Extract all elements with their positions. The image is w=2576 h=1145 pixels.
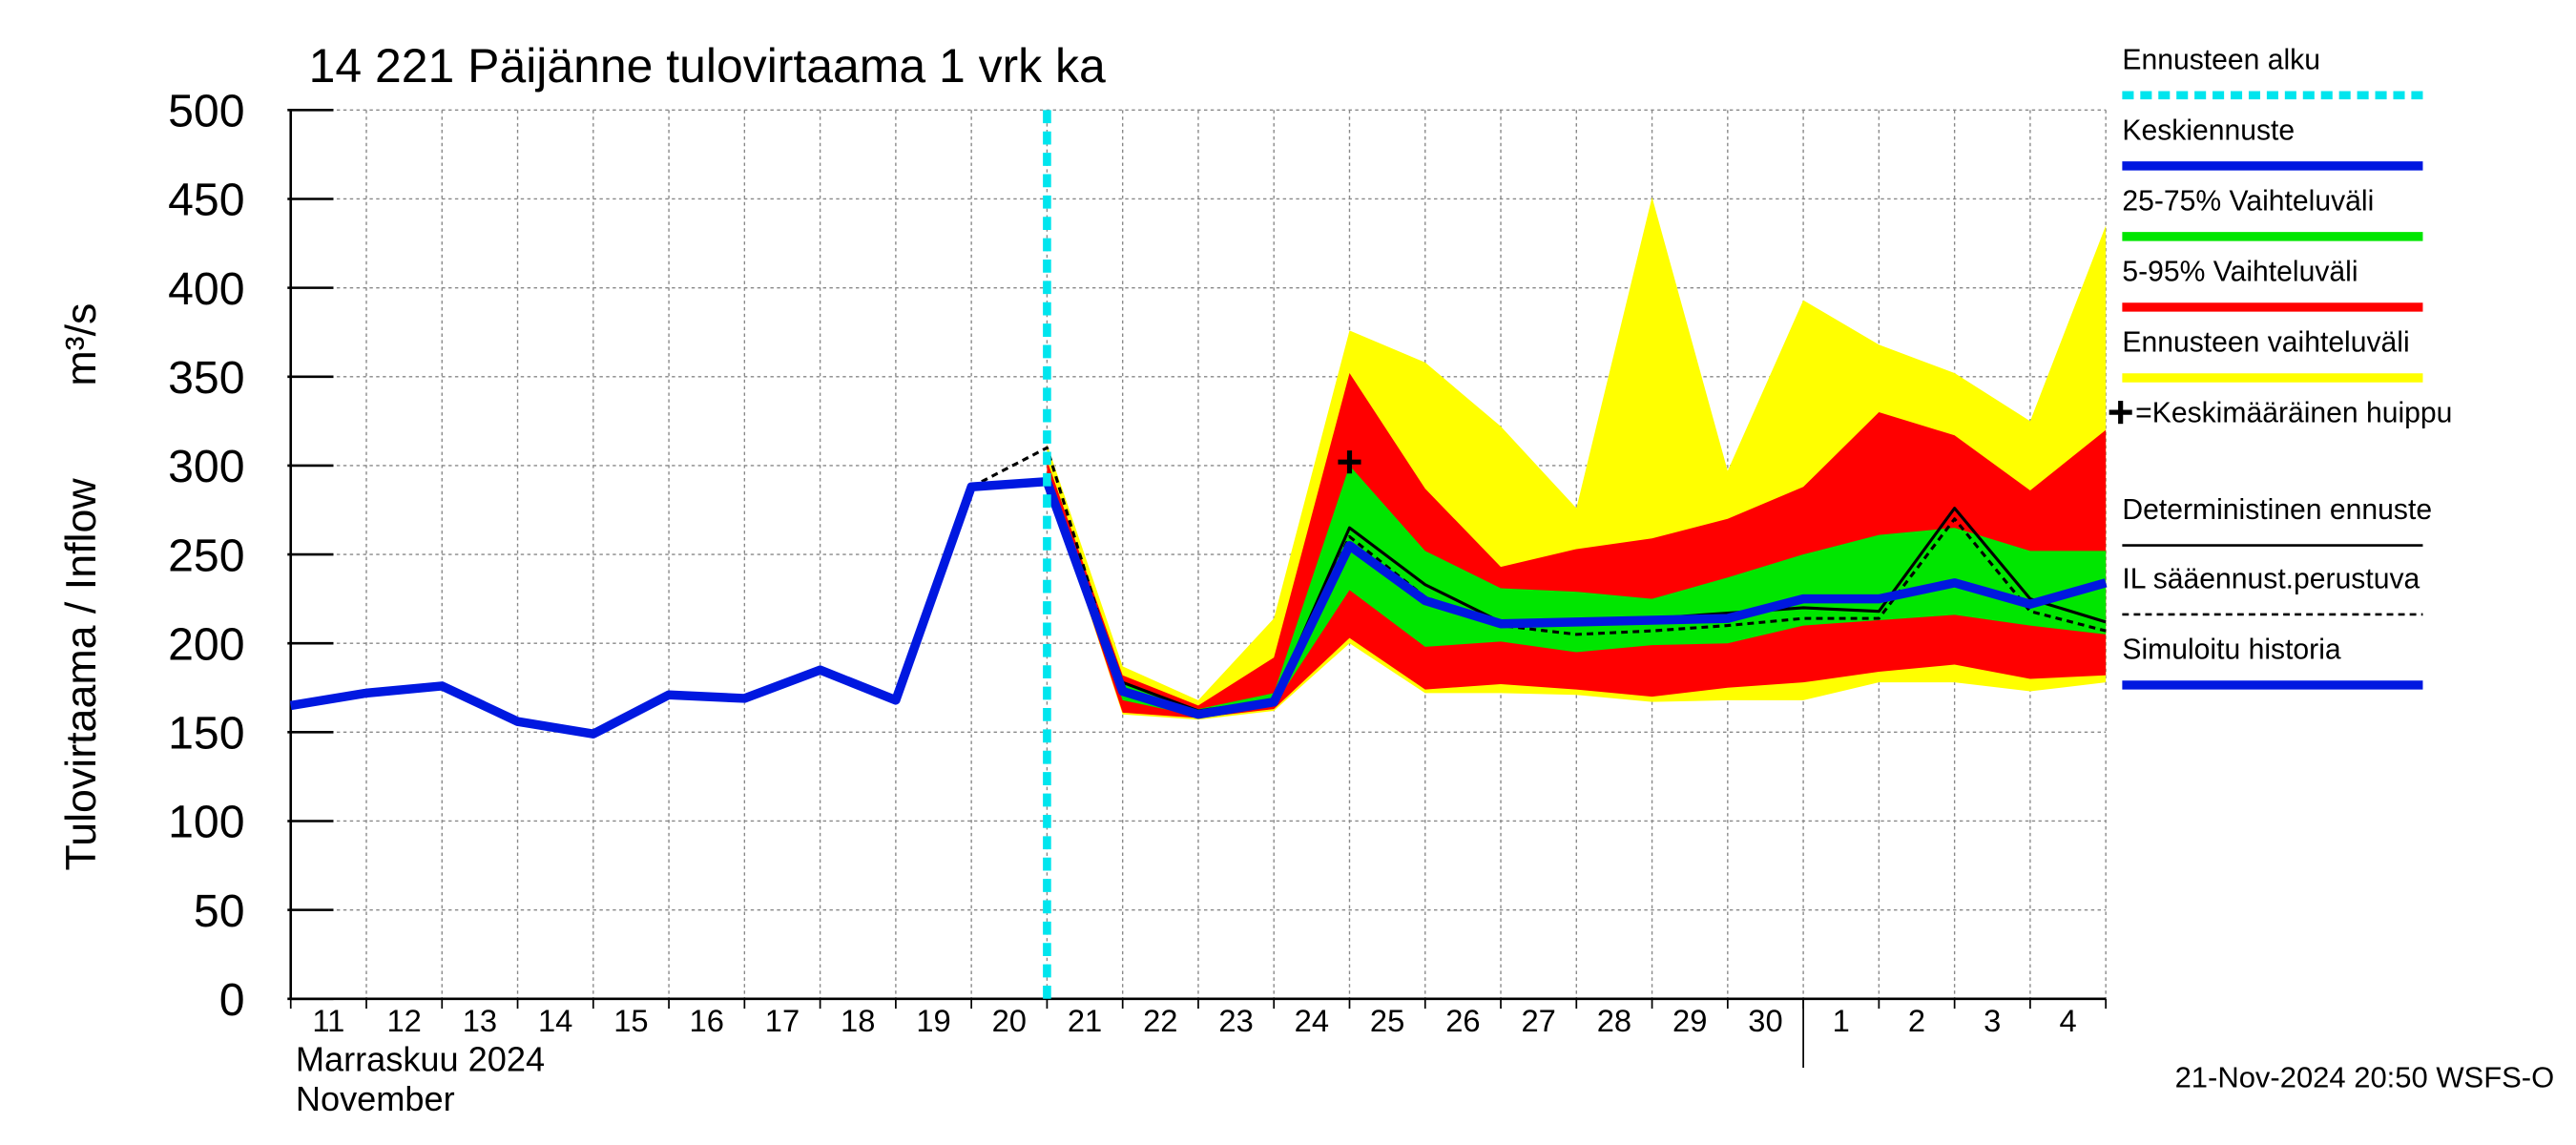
legend-label: 5-95% Vaihteluväli	[2122, 256, 2358, 287]
x-tick-label: 12	[386, 1003, 421, 1038]
x-tick-label: 27	[1521, 1003, 1555, 1038]
legend-label: Simuloitu historia	[2122, 634, 2341, 665]
series-line	[1042, 480, 2108, 719]
x-tick-label: 13	[463, 1003, 497, 1038]
x-tick-label: 24	[1295, 1003, 1329, 1038]
y-tick-label: 150	[168, 708, 244, 760]
x-tick-label: 23	[1218, 1003, 1253, 1038]
legend-label: Ennusteen vaihteluväli	[2122, 326, 2409, 358]
x-tick-label: 25	[1370, 1003, 1404, 1038]
x-tick-label: 1	[1833, 1003, 1850, 1038]
x-tick-label: 26	[1445, 1003, 1480, 1038]
legend-label: Keskiennuste	[2122, 114, 2295, 146]
x-tick-label: 21	[1068, 1003, 1102, 1038]
y-tick-label: 300	[168, 441, 244, 492]
chart-title: 14 221 Päijänne tulovirtaama 1 vrk ka	[309, 39, 1106, 93]
y-tick-label: 500	[168, 86, 244, 137]
x-tick-label: 19	[916, 1003, 950, 1038]
legend-label: =Keskimääräinen huippu	[2135, 397, 2452, 428]
series-line	[289, 476, 1048, 739]
x-tick-label: 28	[1597, 1003, 1631, 1038]
x-tick-label: 16	[690, 1003, 724, 1038]
y-tick-label: 250	[168, 530, 244, 581]
peak-marker	[1338, 450, 1361, 474]
y-tick-label: 450	[168, 175, 244, 226]
y-tick-label: 50	[194, 885, 245, 937]
y-tick-label: 0	[219, 974, 245, 1026]
x-tick-label: 11	[312, 1003, 344, 1038]
x-tick-label: 2	[1908, 1003, 1925, 1038]
y-axis-label: Tulovirtaama / Inflow	[57, 478, 105, 871]
x-tick-label: 17	[765, 1003, 800, 1038]
x-tick-label: 18	[841, 1003, 875, 1038]
x-tick-label: 4	[2059, 1003, 2076, 1038]
footer: 21-Nov-2024 20:50 WSFS-O	[2175, 1061, 2555, 1094]
y-tick-label: 400	[168, 263, 244, 315]
legend-label: Deterministinen ennuste	[2122, 494, 2432, 526]
x-month-label: Marraskuu 2024	[296, 1040, 545, 1079]
x-tick-label: 22	[1143, 1003, 1177, 1038]
legend-label: 25-75% Vaihteluväli	[2122, 185, 2374, 217]
legend-label: IL sääennust.perustuva	[2122, 563, 2420, 594]
y-tick-label: 200	[168, 618, 244, 670]
y-tick-label: 350	[168, 352, 244, 404]
x-tick-label: 3	[1984, 1003, 2001, 1038]
x-tick-label: 20	[992, 1003, 1027, 1038]
x-tick-label: 14	[538, 1003, 572, 1038]
y-axis-unit: m³/s	[57, 303, 105, 386]
x-tick-label: 15	[613, 1003, 648, 1038]
x-tick-label: 30	[1748, 1003, 1782, 1038]
x-tick-label: 29	[1672, 1003, 1707, 1038]
y-tick-label: 100	[168, 797, 244, 848]
legend-label: Ennusteen alku	[2122, 44, 2320, 75]
x-month-label: November	[296, 1079, 455, 1118]
